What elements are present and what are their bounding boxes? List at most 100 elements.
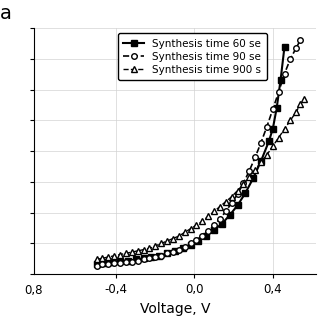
Synthesis time 90 se xyxy=(183,245,187,249)
Synthesis time 90 se xyxy=(294,46,298,50)
Synthesis time 900 s xyxy=(230,195,234,199)
Synthesis time 60 se xyxy=(259,159,263,163)
Synthesis time 90 se xyxy=(206,229,210,233)
Synthesis time 60 se xyxy=(149,255,153,259)
Synthesis time 900 s xyxy=(294,110,298,114)
Synthesis time 60 se xyxy=(165,252,169,255)
Synthesis time 60 se xyxy=(157,254,161,258)
Synthesis time 90 se xyxy=(188,242,192,245)
Synthesis time 90 se xyxy=(200,234,204,238)
Synthesis time 90 se xyxy=(153,255,157,259)
Synthesis time 60 se xyxy=(283,44,286,48)
Synthesis time 90 se xyxy=(100,262,104,266)
Synthesis time 90 se xyxy=(230,201,234,205)
Synthesis time 900 s xyxy=(253,168,257,172)
Synthesis time 60 se xyxy=(244,191,247,195)
X-axis label: Voltage, V: Voltage, V xyxy=(140,302,210,316)
Synthesis time 60 se xyxy=(196,239,200,243)
Synthesis time 900 s xyxy=(288,118,292,122)
Synthesis time 900 s xyxy=(218,204,222,208)
Synthesis time 90 se xyxy=(247,169,251,173)
Synthesis time 60 se xyxy=(110,260,114,264)
Synthesis time 900 s xyxy=(302,98,306,101)
Synthesis time 60 se xyxy=(212,228,216,232)
Synthesis time 90 se xyxy=(265,124,269,128)
Synthesis time 90 se xyxy=(177,248,181,252)
Synthesis time 900 s xyxy=(95,258,99,261)
Synthesis time 60 se xyxy=(279,78,283,82)
Synthesis time 90 se xyxy=(218,217,222,221)
Synthesis time 60 se xyxy=(188,243,192,247)
Synthesis time 90 se xyxy=(142,258,146,261)
Line: Synthesis time 900 s: Synthesis time 900 s xyxy=(94,97,307,262)
Synthesis time 90 se xyxy=(277,90,281,94)
Synthesis time 90 se xyxy=(148,256,151,260)
Synthesis time 90 se xyxy=(236,192,239,196)
Synthesis time 60 se xyxy=(95,262,99,266)
Synthesis time 900 s xyxy=(188,227,192,231)
Synthesis time 900 s xyxy=(259,160,263,164)
Synthesis time 90 se xyxy=(224,210,228,213)
Synthesis time 900 s xyxy=(242,182,245,186)
Synthesis time 90 se xyxy=(298,38,302,42)
Synthesis time 60 se xyxy=(251,176,255,180)
Synthesis time 900 s xyxy=(124,252,128,255)
Synthesis time 900 s xyxy=(277,136,281,140)
Synthesis time 900 s xyxy=(177,234,181,238)
Synthesis time 900 s xyxy=(206,214,210,218)
Synthesis time 900 s xyxy=(153,244,157,248)
Synthesis time 90 se xyxy=(171,250,175,254)
Synthesis time 900 s xyxy=(148,246,151,250)
Synthesis time 60 se xyxy=(220,222,224,226)
Synthesis time 60 se xyxy=(271,127,275,131)
Synthesis time 60 se xyxy=(142,256,146,260)
Synthesis time 900 s xyxy=(247,175,251,179)
Synthesis time 90 se xyxy=(95,264,99,268)
Synthesis time 90 se xyxy=(212,223,216,227)
Synthesis time 90 se xyxy=(106,262,110,266)
Synthesis time 60 se xyxy=(275,106,279,110)
Synthesis time 900 s xyxy=(183,230,187,234)
Synthesis time 90 se xyxy=(130,260,134,264)
Synthesis time 900 s xyxy=(271,144,275,148)
Synthesis time 90 se xyxy=(118,261,122,265)
Line: Synthesis time 90 se: Synthesis time 90 se xyxy=(94,38,303,268)
Synthesis time 900 s xyxy=(106,255,110,259)
Synthesis time 90 se xyxy=(259,140,263,144)
Synthesis time 900 s xyxy=(136,249,140,253)
Synthesis time 60 se xyxy=(102,261,106,265)
Synthesis time 900 s xyxy=(142,248,146,252)
Synthesis time 900 s xyxy=(130,250,134,254)
Synthesis time 90 se xyxy=(283,72,286,76)
Synthesis time 90 se xyxy=(195,238,198,242)
Synthesis time 900 s xyxy=(112,254,116,258)
Synthesis time 90 se xyxy=(253,156,257,159)
Synthesis time 60 se xyxy=(118,259,122,263)
Synthesis time 60 se xyxy=(228,213,232,217)
Synthesis time 60 se xyxy=(181,246,185,250)
Synthesis time 60 se xyxy=(126,259,130,263)
Synthesis time 60 se xyxy=(267,140,271,143)
Synthesis time 900 s xyxy=(265,153,269,157)
Synthesis time 900 s xyxy=(195,223,198,227)
Synthesis time 90 se xyxy=(124,260,128,264)
Synthesis time 900 s xyxy=(165,239,169,243)
Synthesis time 60 se xyxy=(134,258,138,261)
Synthesis time 90 se xyxy=(288,57,292,61)
Synthesis time 900 s xyxy=(224,200,228,204)
Synthesis time 60 se xyxy=(99,261,102,265)
Text: 0,8: 0,8 xyxy=(25,284,43,297)
Synthesis time 900 s xyxy=(118,252,122,256)
Synthesis time 90 se xyxy=(242,181,245,185)
Synthesis time 90 se xyxy=(165,252,169,255)
Text: a: a xyxy=(0,4,12,23)
Synthesis time 900 s xyxy=(236,188,239,192)
Synthesis time 900 s xyxy=(200,220,204,223)
Synthesis time 60 se xyxy=(106,260,110,264)
Synthesis time 900 s xyxy=(212,210,216,213)
Synthesis time 90 se xyxy=(271,108,275,111)
Synthesis time 90 se xyxy=(159,254,163,258)
Legend: Synthesis time 60 se, Synthesis time 90 se, Synthesis time 900 s: Synthesis time 60 se, Synthesis time 90 … xyxy=(118,33,267,80)
Synthesis time 60 se xyxy=(204,234,208,238)
Synthesis time 90 se xyxy=(112,261,116,265)
